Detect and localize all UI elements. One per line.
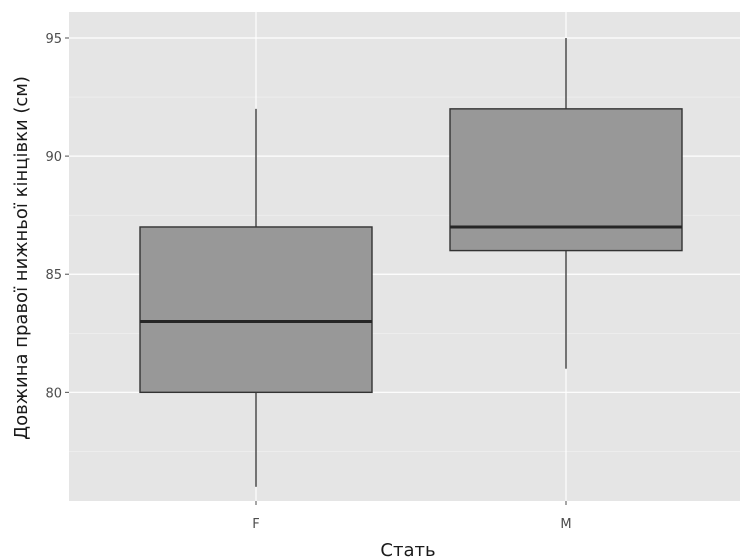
x-axis-title: Стать	[380, 540, 435, 560]
y-tick-label: 80	[45, 386, 62, 401]
y-tick-label: 95	[45, 32, 62, 47]
x-tick-label: M	[560, 517, 571, 532]
boxes-layer	[139, 37, 683, 487]
y-axis-title: Довжина правої нижньої кінцівки (см)	[11, 76, 32, 440]
y-tick-label: 85	[45, 268, 62, 283]
box-f	[139, 226, 373, 394]
box-m	[449, 108, 683, 252]
y-tick-label: 90	[45, 150, 62, 165]
x-tick-label: F	[252, 517, 259, 532]
y-axis: 80 85 90 95	[45, 32, 69, 401]
